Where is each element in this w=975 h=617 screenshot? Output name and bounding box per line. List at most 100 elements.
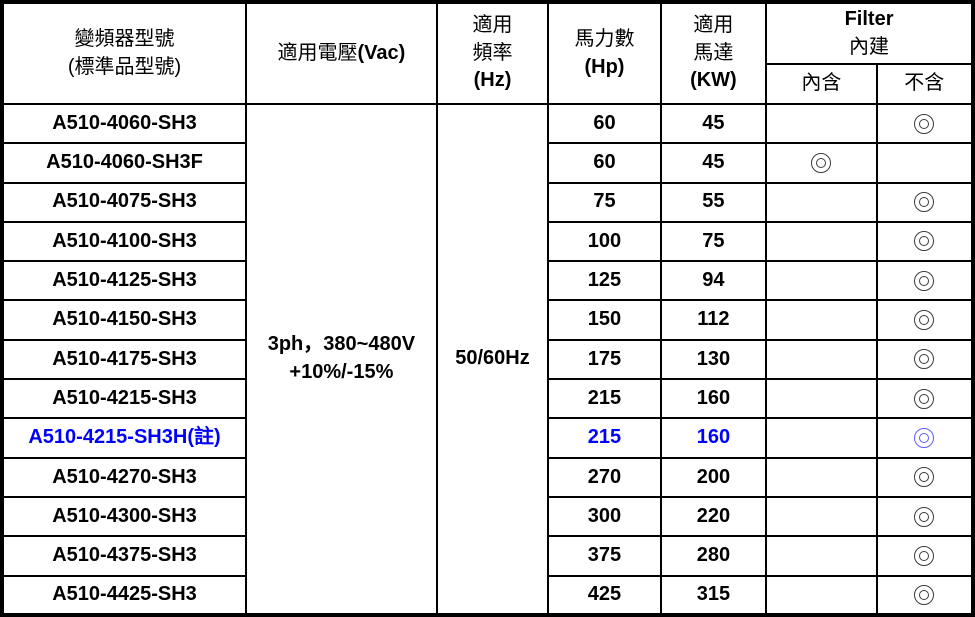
model-cell: A510-4060-SH3F [1,142,247,184]
filter-included-cell [765,574,878,617]
motor-kw-cell: 45 [659,142,768,184]
filter-excluded-cell [875,495,975,538]
bullseye-icon [811,152,832,173]
table-row: A510-4300-SH3 300 220 [1,495,975,538]
motor-kw-cell: 130 [659,338,768,381]
bullseye-icon [914,192,935,213]
filter-excluded-cell [875,220,975,263]
horsepower-cell: 300 [547,495,662,538]
header-model: 變頻器型號 (標準品型號) [1,1,247,105]
motor-kw-cell: 160 [659,378,768,420]
horsepower-cell: 60 [547,142,662,184]
model-cell: A510-4270-SH3 [1,456,247,498]
table-row: A510-4075-SH3 75 55 [1,181,975,223]
filter-excluded-cell [875,535,975,577]
motor-kw-cell: 55 [659,181,768,223]
header-voltage: 適用電壓(Vac) [245,1,438,105]
filter-excluded-cell [875,142,975,184]
table-row: A510-4100-SH3 100 75 [1,220,975,263]
table-body: A510-4060-SH3 3ph，380~480V +10%/-15% 50/60H… [1,102,975,617]
bullseye-icon [914,388,935,409]
filter-excluded-cell [875,378,975,420]
bullseye-icon [914,427,935,448]
horsepower-cell: 100 [547,220,662,263]
bullseye-icon [914,506,935,527]
motor-kw-cell: 112 [659,299,768,341]
filter-included-cell [765,417,878,459]
header-motor-line1: 適用 [693,14,734,37]
bullseye-icon [914,349,935,370]
frequency-merged-cell: 50/60Hz [435,103,550,616]
motor-kw-cell: 160 [659,417,768,459]
motor-kw-cell: 200 [659,456,768,498]
voltage-merged-cell: 3ph，380~480V +10%/-15% [245,103,438,616]
table-row: A510-4060-SH3 3ph，380~480V +10%/-15% 50/60H… [1,102,975,616]
table-row: A510-4425-SH3 425 315 [1,574,975,617]
motor-kw-cell: 45 [659,102,768,145]
horsepower-cell: 375 [547,535,662,577]
table-row: A510-4270-SH3 270 200 [1,456,975,498]
horsepower-cell: 270 [547,456,662,498]
filter-excluded-cell [875,102,975,145]
model-cell: A510-4300-SH3 [1,495,247,538]
filter-included-cell [765,181,878,223]
header-model-line2: (標準品型號) [67,55,182,78]
header-filter: Filter 內建 [765,1,974,65]
filter-excluded-cell [875,456,975,498]
header-filter-included-label: 內含 [801,72,842,95]
filter-included-cell [765,102,878,145]
header-filter-line1: Filter [844,7,894,30]
horsepower-cell: 125 [547,260,662,302]
motor-kw-cell: 315 [659,574,768,617]
filter-included-cell [765,535,878,577]
bullseye-icon [914,270,935,291]
voltage-spec-line1: 3ph，380~480V [267,333,416,356]
header-frequency-unit: (Hz) [473,69,512,92]
header-motor-unit: (KW) [690,69,737,92]
table-row: A510-4175-SH3 175 130 [1,338,975,381]
bullseye-icon [914,113,935,134]
model-cell: A510-4125-SH3 [1,260,247,302]
filter-included-cell [765,220,878,263]
motor-kw-cell: 94 [659,260,768,302]
filter-excluded-cell [875,417,975,459]
model-cell: A510-4375-SH3 [1,535,247,577]
model-cell: A510-4215-SH3H(註) [1,417,247,459]
table-row: A510-4215-SH3H(註) 215 160 [1,417,975,459]
model-cell: A510-4150-SH3 [1,299,247,341]
header-horsepower-line1: 馬力數 [574,27,635,50]
filter-included-cell [765,260,878,302]
bullseye-icon [914,231,935,252]
header-motor-line2: 馬達 [693,41,734,64]
horsepower-cell: 60 [547,102,662,145]
filter-included-cell [765,378,878,420]
table-row: A510-4150-SH3 150 112 [1,299,975,341]
model-cell: A510-4175-SH3 [1,338,247,381]
header-filter-excluded: 不含 [875,63,975,105]
filter-excluded-cell [875,181,975,223]
voltage-spec-line2: +10%/-15% [289,361,394,383]
filter-included-cell [765,495,878,538]
table-row: A510-4375-SH3 375 280 [1,535,975,577]
model-cell: A510-4060-SH3 [1,102,247,145]
header-frequency: 適用 頻率 (Hz) [435,1,550,105]
model-cell: A510-4075-SH3 [1,181,247,223]
header-filter-included: 內含 [765,63,878,105]
horsepower-cell: 215 [547,417,662,459]
filter-included-cell [765,299,878,341]
header-filter-excluded-label: 不含 [904,72,945,95]
filter-excluded-cell [875,299,975,341]
table-row: A510-4060-SH3F 60 45 [1,142,975,184]
header-voltage-unit: (Vac) [357,41,406,64]
header-horsepower-unit: (Hp) [584,55,625,78]
bullseye-icon [914,545,935,566]
motor-kw-cell: 75 [659,220,768,263]
horsepower-cell: 215 [547,378,662,420]
model-cell: A510-4425-SH3 [1,574,247,617]
header-motor: 適用 馬達 (KW) [659,1,768,105]
horsepower-cell: 75 [547,181,662,223]
header-frequency-line2: 頻率 [472,41,513,64]
header-voltage-label: 適用電壓 [277,41,358,64]
